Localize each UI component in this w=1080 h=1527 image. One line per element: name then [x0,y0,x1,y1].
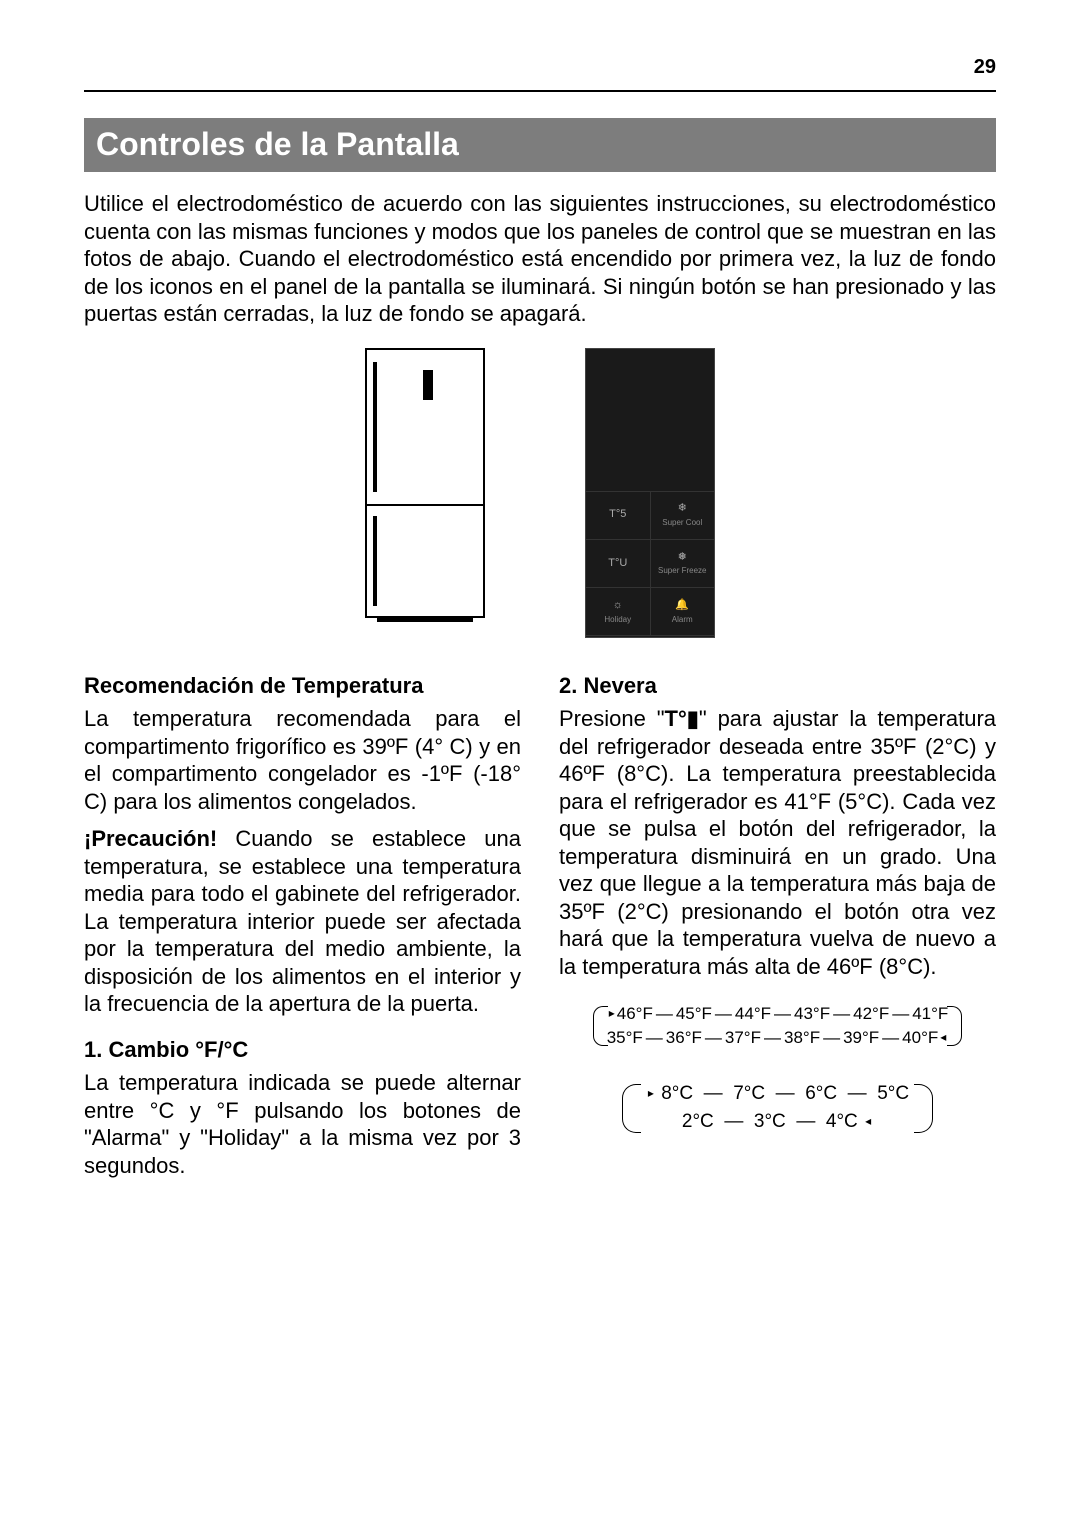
paragraph-caution: ¡Precaución! Cuando se establece una tem… [84,825,521,1018]
sun-icon: ☼ [613,599,623,613]
paragraph-cambio: La temperatura indicada se puede alterna… [84,1069,521,1179]
section-title: Controles de la Pantalla [84,118,996,172]
temp-button-symbol: T°▮ [665,706,699,731]
loop-f-row1: ▸46°F—45°F—44°F—43°F—42°F—41°F [607,1002,949,1026]
fridge-diagram [365,348,485,618]
alarm-icon: 🔔 [675,599,689,613]
paragraph-nevera: Presione "T°▮" para ajustar la temperatu… [559,705,996,980]
caution-rest: Cuando se establece una temperatura, se … [84,826,521,1016]
panel-btn-supercool: ❄ Super Cool [651,492,715,539]
loop-f-row2: 35°F—36°F—37°F—38°F—39°F—40°F◂ [607,1026,949,1050]
panel-screen [586,349,714,492]
heading-cambio: 1. Cambio °F/°C [84,1036,521,1064]
caution-label: ¡Precaución! [84,826,217,851]
fan-icon: ❄ [678,502,687,516]
page-number: 29 [84,55,996,80]
panel-btn-holiday: ☼ Holiday [586,588,651,635]
two-column-layout: Recomendación de Temperatura La temperat… [84,668,996,1190]
temp-loop-celsius: ▸ 8°C — 7°C — 6°C — 5°C 2°C — 3°C — 4°C … [559,1076,996,1141]
loop-c-row1: ▸ 8°C — 7°C — 6°C — 5°C [646,1080,909,1109]
fridge-split-line [367,504,483,506]
panel-btn-superfreeze: ❅ Super Freeze [651,540,715,587]
temp-loop-fahrenheit: ▸46°F—45°F—44°F—43°F—42°F—41°F 35°F—36°F… [559,1000,996,1052]
paragraph-recommendation: La temperatura recomendada para el compa… [84,705,521,815]
horizontal-rule [84,90,996,92]
panel-btn-fridge-temp: T°5 [586,492,651,539]
heading-recommendation: Recomendación de Temperatura [84,672,521,700]
fridge-handle-top [373,362,377,492]
panel-btn-alarm: 🔔 Alarm [651,588,715,635]
loop-c-row2: 2°C — 3°C — 4°C ◂ [646,1108,909,1137]
right-column: 2. Nevera Presione "T°▮" para ajustar la… [559,668,996,1190]
snowflake-icon: ❅ [678,551,687,565]
fridge-display-icon [423,370,433,400]
panel-btn-freezer-temp: T°U [586,540,651,587]
fridge-foot [377,618,473,622]
figure-row: T°5 ❄ Super Cool T°U ❅ Super Freeze ☼ Ho… [84,348,996,638]
heading-nevera: 2. Nevera [559,672,996,700]
left-column: Recomendación de Temperatura La temperat… [84,668,521,1190]
fridge-handle-bottom [373,516,377,606]
control-panel-diagram: T°5 ❄ Super Cool T°U ❅ Super Freeze ☼ Ho… [585,348,715,638]
intro-paragraph: Utilice el electrodoméstico de acuerdo c… [84,190,996,328]
